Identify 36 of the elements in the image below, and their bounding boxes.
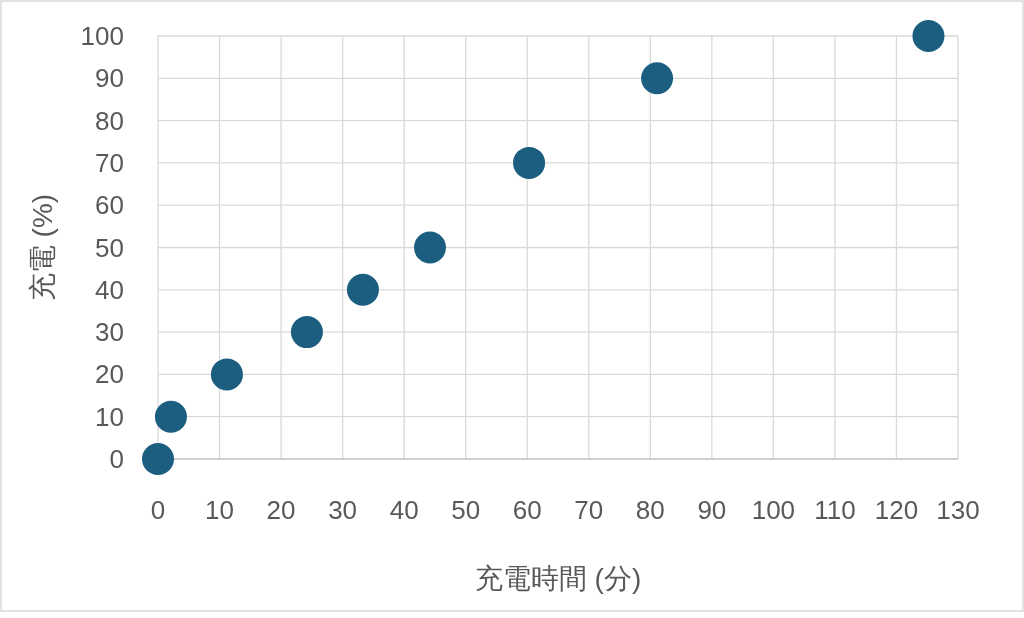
x-tick-label: 50 bbox=[451, 495, 481, 525]
y-tick-label: 50 bbox=[95, 232, 124, 263]
y-tick-label: 40 bbox=[95, 274, 124, 305]
x-tick-label: 40 bbox=[389, 495, 419, 525]
y-tick-label: 10 bbox=[95, 401, 124, 432]
y-tick-label: 70 bbox=[95, 147, 124, 178]
point bbox=[414, 231, 446, 264]
x-tick-label: 80 bbox=[635, 495, 665, 525]
point bbox=[513, 146, 546, 179]
x-tick-label: 110 bbox=[814, 495, 856, 525]
point bbox=[346, 273, 379, 306]
y-tick-label: 30 bbox=[95, 317, 124, 348]
y-tick-label: 80 bbox=[95, 105, 124, 136]
x-tick-label: 60 bbox=[512, 495, 542, 525]
x-tick-label: 10 bbox=[205, 495, 234, 525]
y-tick-label: 20 bbox=[95, 359, 124, 390]
point bbox=[290, 316, 323, 349]
x-tick-label: 130 bbox=[936, 495, 980, 525]
y-tick-label: 90 bbox=[95, 63, 124, 94]
x-tick-label: 70 bbox=[574, 495, 604, 525]
x-axis-title: 充電時間 (分) bbox=[474, 563, 642, 594]
point bbox=[210, 358, 243, 391]
point bbox=[641, 62, 674, 95]
point bbox=[912, 20, 945, 52]
point bbox=[154, 400, 187, 433]
x-tick-label: 90 bbox=[697, 495, 727, 525]
y-tick-label: 60 bbox=[95, 190, 124, 221]
x-tick-label: 120 bbox=[874, 495, 919, 525]
y-tick-label: 0 bbox=[109, 444, 124, 474]
point bbox=[142, 443, 174, 475]
y-axis-title: 充電 (%) bbox=[27, 193, 58, 302]
x-tick-label: 100 bbox=[751, 495, 796, 525]
x-tick-label: 20 bbox=[266, 495, 296, 525]
x-tick-label: 0 bbox=[150, 495, 166, 525]
y-tick-label: 100 bbox=[80, 21, 124, 51]
x-tick-label: 30 bbox=[328, 495, 358, 525]
